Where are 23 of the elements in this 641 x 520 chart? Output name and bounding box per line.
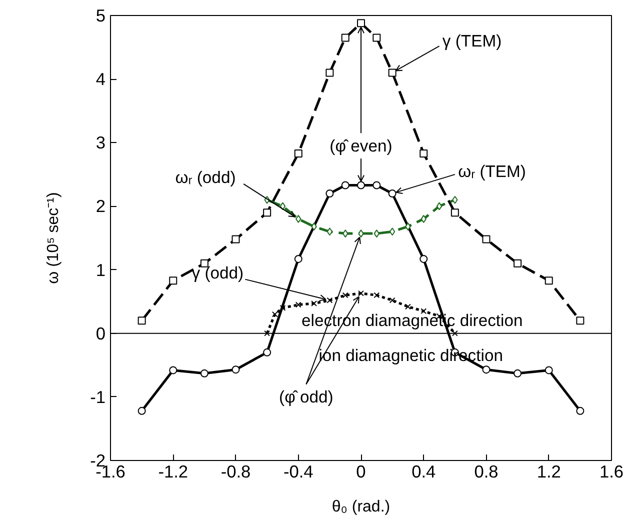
text: γ (odd): [192, 263, 244, 282]
y-tick-label: 5: [96, 6, 106, 26]
y-tick-label: 3: [96, 132, 106, 153]
y-axis-title: ω (10⁵ sec⁻¹): [45, 192, 62, 284]
x-axis-title: θ₀ (rad.): [332, 498, 390, 516]
text: γ (TEM): [442, 31, 502, 50]
y-tick-label: 2: [96, 196, 106, 216]
y-tick-label: 4: [96, 69, 106, 90]
x-tick-label: -1.2: [158, 462, 188, 482]
annotation: (φ̂ odd): [279, 387, 334, 406]
x-tick-label: 0: [356, 462, 366, 482]
x-tick-label: 0.4: [412, 462, 436, 482]
series-label: ωᵣ (odd): [175, 168, 236, 188]
text: ωᵣ (TEM): [458, 162, 526, 181]
y-tick-label: 0: [96, 323, 106, 344]
annotation: (φ̂ even): [330, 136, 392, 156]
y-tick-label: 1: [96, 260, 106, 280]
y-tick-label: -1: [90, 386, 106, 407]
x-tick-label: 0.8: [474, 462, 498, 482]
x-tick-label: -0.8: [220, 462, 251, 482]
x-tick-label: 1.6: [599, 462, 624, 482]
x-tick-label: 1.2: [536, 462, 561, 482]
x-tick-label: -0.4: [283, 462, 314, 482]
